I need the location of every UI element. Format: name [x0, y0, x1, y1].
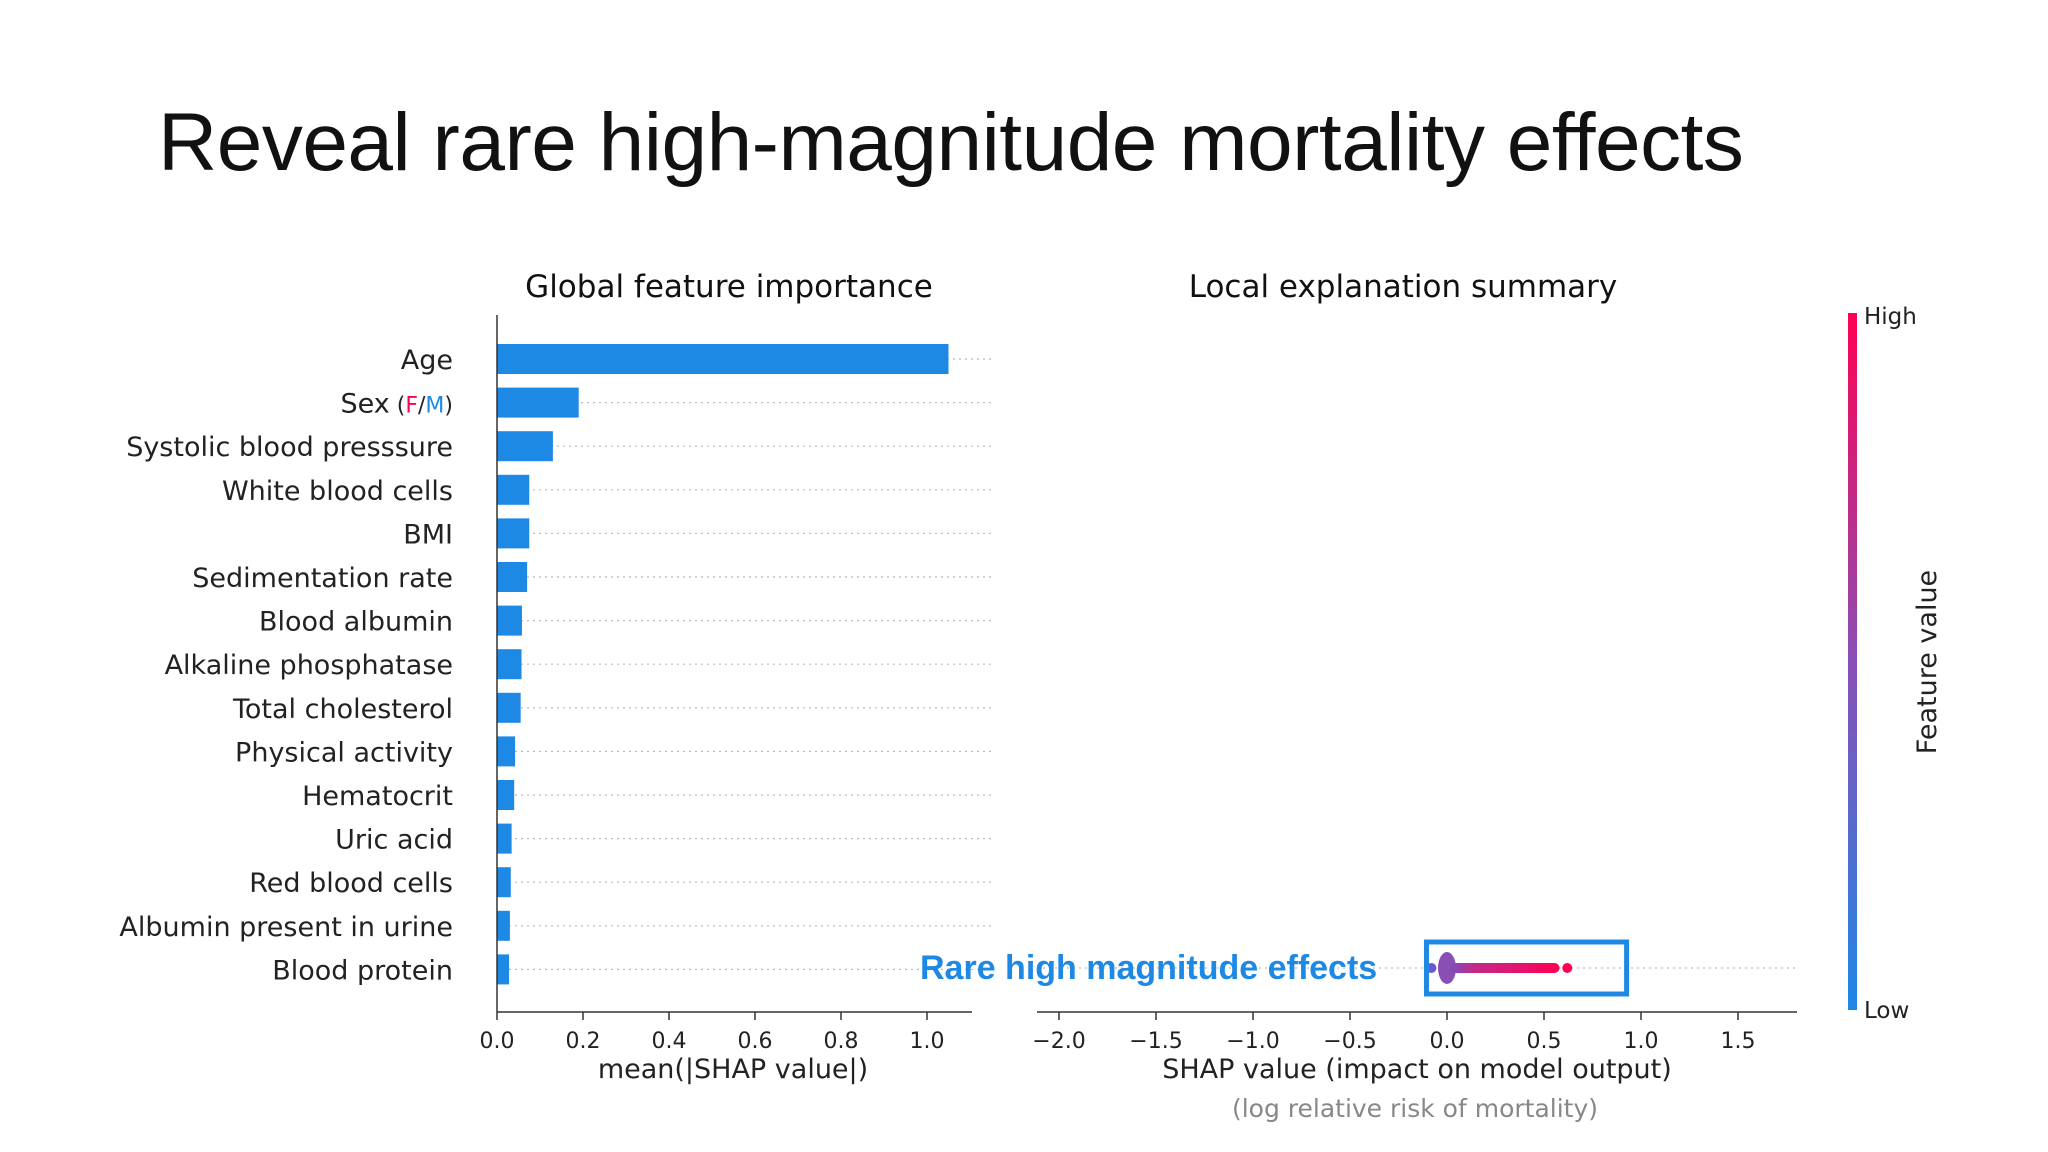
feature-label-sedimentation-rate: Sedimentation rate: [192, 563, 453, 594]
right-x-axis-sublabel: (log relative risk of mortality): [1232, 1094, 1598, 1123]
bar-blood-albumin: [497, 605, 522, 636]
bar-sex: [497, 387, 579, 418]
bar-albumin-present-in-urine: [497, 910, 510, 941]
sex-legend-part-1: F: [405, 394, 418, 419]
left-tick-label-4: 0.8: [824, 1029, 859, 1054]
bar-hematocrit: [497, 780, 515, 810]
left-x-axis-label: mean(|SHAP value|): [598, 1054, 868, 1085]
bar-bmi: [497, 518, 530, 549]
right-x-axis-label: SHAP value (impact on model output): [1162, 1054, 1672, 1085]
feature-label-uric-acid: Uric acid: [335, 825, 453, 856]
sex-legend-part-4: ): [444, 394, 453, 419]
sex-legend-part-3: M: [425, 394, 444, 419]
sex-legend-part-2: /: [418, 394, 426, 419]
feature-label-alkaline-phosphatase: Alkaline phosphatase: [165, 650, 453, 681]
beeswarm-max-point: [1562, 963, 1573, 973]
feature-label-albumin-present-in-urine: Albumin present in urine: [119, 912, 453, 943]
feature-label-physical-activity: Physical activity: [235, 737, 453, 768]
colorbar-high-label: High: [1864, 304, 1917, 330]
slide-title: Reveal rare high-magnitude mortality eff…: [158, 97, 1744, 188]
feature-label-blood-albumin: Blood albumin: [259, 607, 453, 638]
rare-effects-highlight-box: [1423, 939, 1630, 997]
feature-label-blood-protein: Blood protein: [272, 955, 453, 986]
beeswarm-tail: [1450, 963, 1560, 973]
bar-alkaline-phosphatase: [497, 649, 522, 680]
right-tick-label-6: 1.0: [1624, 1029, 1659, 1054]
colorbar-low-label: Low: [1864, 998, 1909, 1024]
feature-label-age: Age: [401, 345, 453, 376]
bar-uric-acid: [497, 823, 512, 854]
local-summary-title: Local explanation summary: [1189, 269, 1618, 305]
feature-label-sex: Sex (F/M): [341, 389, 454, 420]
left-tick-label-3: 0.6: [738, 1029, 773, 1054]
left-tick-label-2: 0.4: [652, 1029, 687, 1054]
bar-white-blood-cells: [497, 474, 530, 505]
bar-blood-protein: [497, 954, 510, 985]
left-tick-label-0: 0.0: [480, 1029, 515, 1054]
right-tick-label-7: 1.5: [1721, 1029, 1756, 1054]
right-tick-label-2: −1.0: [1226, 1029, 1279, 1054]
bar-red-blood-cells: [497, 867, 511, 898]
bar-sedimentation-rate: [497, 562, 528, 592]
colorbar-title: Feature value: [1912, 570, 1943, 754]
feature-label-white-blood-cells: White blood cells: [222, 476, 453, 507]
feature-value-colorbar: [1848, 313, 1857, 1010]
feature-label-hematocrit: Hematocrit: [302, 781, 453, 812]
bar-age: [497, 344, 949, 374]
beeswarm-dense-cluster: [1438, 952, 1456, 984]
bar-total-cholesterol: [497, 692, 521, 723]
rare-effects-annotation: Rare high magnitude effects: [920, 949, 1377, 987]
global-importance-title: Global feature importance: [525, 269, 933, 305]
left-tick-label-5: 1.0: [910, 1029, 945, 1054]
right-tick-label-3: −0.5: [1323, 1029, 1376, 1054]
right-tick-label-1: −1.5: [1129, 1029, 1182, 1054]
bar-systolic-blood-presssure: [497, 431, 553, 462]
sex-legend-part-0: (: [390, 394, 406, 419]
bar-physical-activity: [497, 736, 516, 767]
feature-label-red-blood-cells: Red blood cells: [249, 868, 453, 899]
right-tick-label-5: 0.5: [1527, 1029, 1562, 1054]
right-tick-label-4: 0.0: [1430, 1029, 1465, 1054]
feature-label-total-cholesterol: Total cholesterol: [232, 694, 453, 725]
left-tick-label-1: 0.2: [566, 1029, 601, 1054]
feature-label-systolic-blood-presssure: Systolic blood presssure: [126, 432, 453, 463]
right-tick-label-0: −2.0: [1032, 1029, 1085, 1054]
feature-label-bmi: BMI: [403, 519, 453, 550]
